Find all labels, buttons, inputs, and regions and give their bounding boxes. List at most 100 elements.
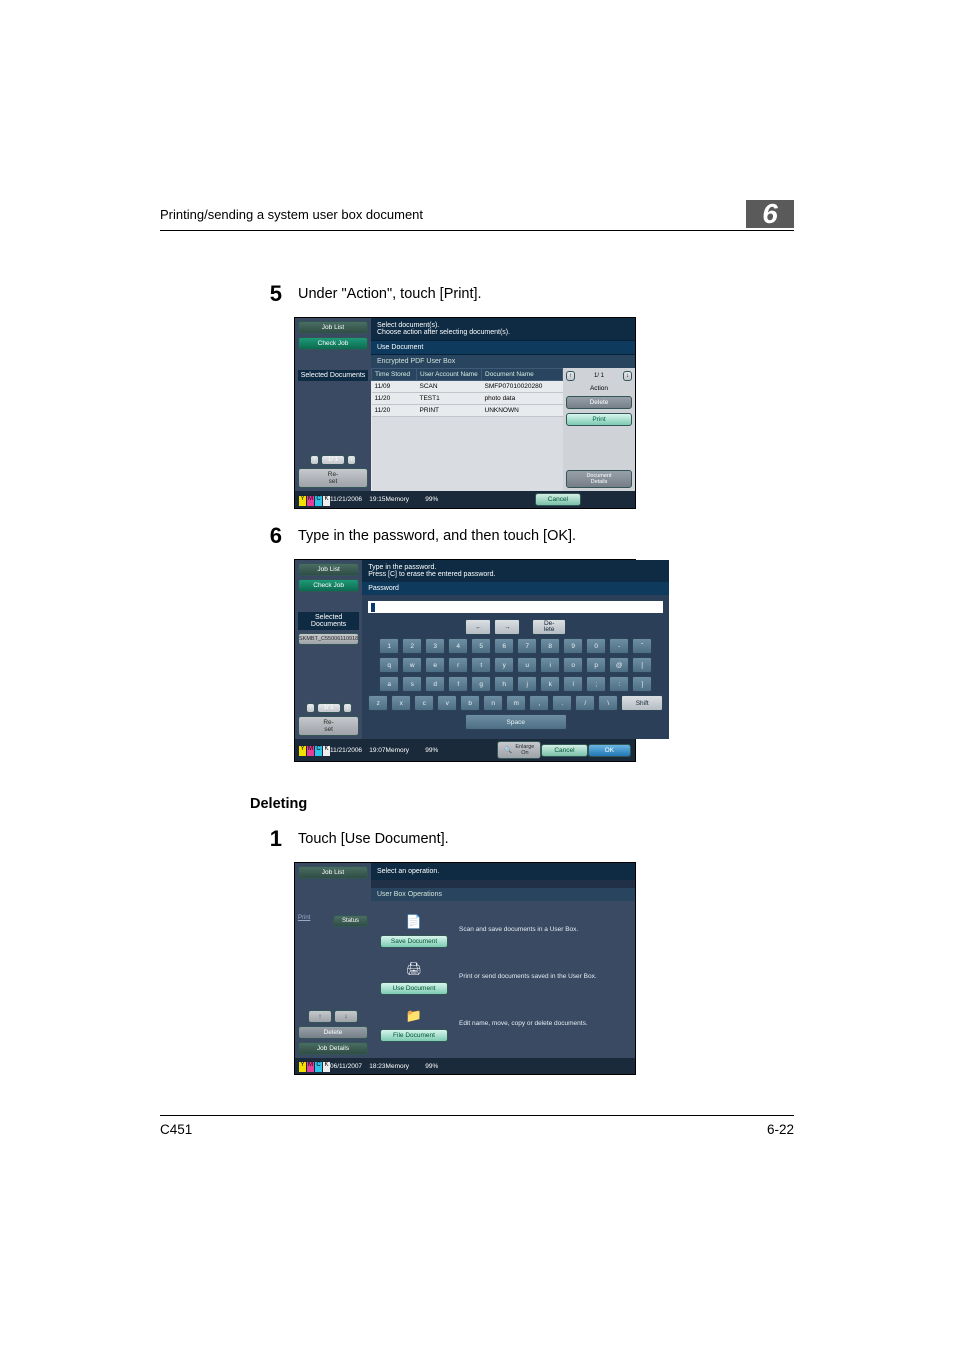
arrow-up-icon[interactable]: ↑ [308,1010,332,1023]
key-l[interactable]: l [563,676,583,692]
chapter-number-badge: 6 [746,200,794,228]
col-user: User Account Name [417,369,482,381]
check-job-button[interactable]: Check Job [298,337,368,350]
key-8[interactable]: 8 [540,638,560,654]
operation-desc: Edit name, move, copy or delete document… [459,1020,627,1027]
key-u[interactable]: u [517,657,537,673]
job-list-button[interactable]: Job List [298,321,368,334]
operation-button[interactable]: Save Document [380,935,448,948]
delete-key[interactable]: De- lete [532,619,566,635]
key-g[interactable]: g [471,676,491,692]
arrow-up-icon[interactable]: ↑ [566,371,575,381]
password-input[interactable] [368,601,663,613]
key-c[interactable]: c [414,695,434,711]
arrow-down-icon[interactable]: ↓ [334,1010,358,1023]
operation-button[interactable]: File Document [380,1029,448,1042]
job-list-button[interactable]: Job List [298,563,359,576]
key-][interactable]: ] [632,676,652,692]
key-/[interactable]: / [575,695,595,711]
status-memory: Memory 99% [386,496,439,503]
key-7[interactable]: 7 [517,638,537,654]
key-[[interactable]: [ [632,657,652,673]
status-tab[interactable]: Status [333,915,368,927]
key-2[interactable]: 2 [402,638,422,654]
key-0[interactable]: 0 [586,638,606,654]
check-job-button[interactable]: Check Job [298,579,359,592]
key-v[interactable]: v [437,695,457,711]
step-number: 6 [250,523,282,549]
key-d[interactable]: d [425,676,445,692]
status-memory: Memory 99% [386,747,439,754]
cancel-button[interactable]: Cancel [535,493,581,506]
key-6[interactable]: 6 [494,638,514,654]
reset-button[interactable]: Re- set [298,468,368,488]
table-row[interactable]: 11/09SCANSMFP07010020280 [372,381,563,393]
key-x[interactable]: x [391,695,411,711]
job-details-button[interactable]: Job Details [298,1042,368,1055]
key-w[interactable]: w [402,657,422,673]
key-s[interactable]: s [402,676,422,692]
print-button[interactable]: Print [566,413,632,426]
shift-key[interactable]: Shift [621,695,663,711]
operation-row: 📄Save DocumentScan and save documents in… [379,911,627,948]
key-n[interactable]: n [483,695,503,711]
use-document-tab[interactable]: Use Document [371,340,635,355]
delete-button[interactable]: Delete [298,1026,368,1039]
key-:[interactable]: : [609,676,629,692]
key-3[interactable]: 3 [425,638,445,654]
magnifier-icon: 🔍 [504,746,512,754]
arrow-up-icon[interactable]: ↑ [306,703,315,713]
step-number: 1 [250,826,282,852]
selected-doc-button[interactable]: SKMBT_C55006110918 [298,633,359,645]
key-5[interactable]: 5 [471,638,491,654]
password-label: Password [362,582,669,595]
key-z[interactable]: z [368,695,388,711]
reset-button[interactable]: Re- set [298,716,359,736]
job-list-button[interactable]: Job List [298,866,368,879]
key-j[interactable]: j [517,676,537,692]
instruction-text: Type in the password. Press [C] to erase… [362,560,669,582]
key-k[interactable]: k [540,676,560,692]
enlarge-button[interactable]: 🔍Enlarge On [497,741,541,759]
key--[interactable]: - [609,638,629,654]
key-;[interactable]: ; [586,676,606,692]
table-row[interactable]: 11/20PRINTUNKNOWN [372,405,563,417]
instruction-text: Select document(s). Choose action after … [371,318,635,340]
key-r[interactable]: r [448,657,468,673]
cursor-left-button[interactable]: ← [465,619,491,635]
operation-button[interactable]: Use Document [380,982,448,995]
key-9[interactable]: 9 [563,638,583,654]
key-b[interactable]: b [460,695,480,711]
print-link[interactable]: Print [298,915,331,927]
key-h[interactable]: h [494,676,514,692]
key-e[interactable]: e [425,657,445,673]
ok-button[interactable]: OK [588,744,631,757]
cursor-right-button[interactable]: → [494,619,520,635]
step-text: Type in the password, and then touch [OK… [298,523,576,544]
key-t[interactable]: t [471,657,491,673]
space-key[interactable]: Space [465,714,567,730]
key-4[interactable]: 4 [448,638,468,654]
key-f[interactable]: f [448,676,468,692]
document-details-button[interactable]: Document Details [566,470,632,488]
key-o[interactable]: o [563,657,583,673]
key-m[interactable]: m [506,695,526,711]
key-ˆ[interactable]: ˆ [632,638,652,654]
key-.[interactable]: . [552,695,572,711]
key-1[interactable]: 1 [379,638,399,654]
arrow-down-icon[interactable]: ↓ [343,703,352,713]
table-row[interactable]: 11/20TEST1photo data [372,393,563,405]
key-\[interactable]: \ [598,695,618,711]
cancel-button[interactable]: Cancel [541,744,587,757]
key-p[interactable]: p [586,657,606,673]
arrow-down-icon[interactable]: ↓ [347,455,356,465]
arrow-down-icon[interactable]: ↓ [623,371,632,381]
key-a[interactable]: a [379,676,399,692]
key-@[interactable]: @ [609,657,629,673]
delete-button[interactable]: Delete [566,396,632,409]
key-y[interactable]: y [494,657,514,673]
key-i[interactable]: i [540,657,560,673]
key-q[interactable]: q [379,657,399,673]
arrow-up-icon[interactable]: ↑ [310,455,319,465]
key-,[interactable]: , [529,695,549,711]
